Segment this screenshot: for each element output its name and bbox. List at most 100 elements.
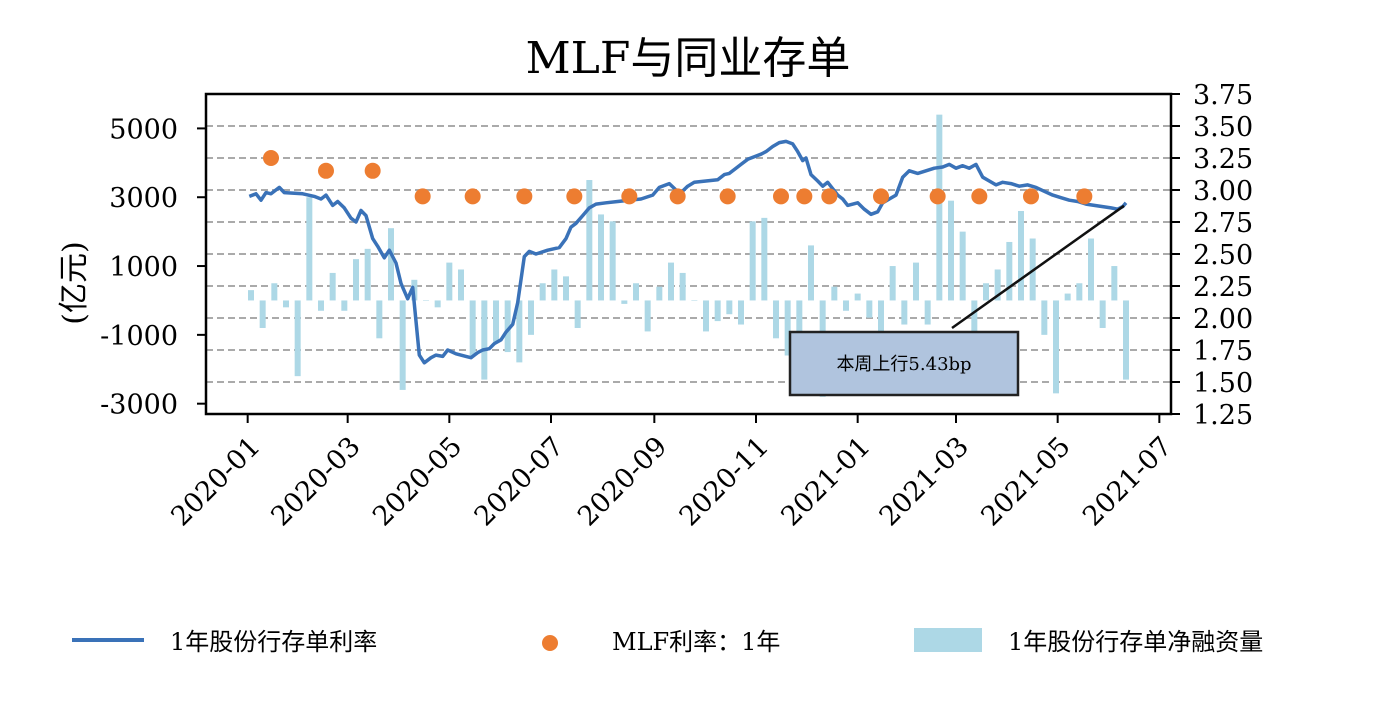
- x-tick-label: 2020-05: [367, 431, 468, 532]
- bar: [924, 300, 931, 325]
- bar: [1053, 300, 1059, 394]
- bar: [749, 221, 756, 301]
- left-tick-label: -1000: [100, 321, 178, 352]
- bar: [1123, 300, 1129, 380]
- bar: [913, 262, 919, 301]
- annotation-arrow: [951, 204, 1125, 330]
- bar: [679, 272, 686, 301]
- bar: [983, 283, 989, 301]
- left-axis: 5000 3000 1000 -1000 -3000: [100, 114, 206, 421]
- mlf-dot: [621, 188, 638, 205]
- bar: [574, 300, 581, 328]
- x-tick-label: 2021-03: [874, 431, 975, 532]
- bar: [469, 300, 476, 356]
- bar: [353, 259, 359, 301]
- x-tick-label: 2020-03: [265, 431, 366, 532]
- annotation-box: [788, 330, 1020, 397]
- bar: [1088, 238, 1094, 301]
- mlf-dot: [929, 188, 946, 205]
- bar: [376, 300, 383, 339]
- bar: [423, 300, 429, 301]
- mlf-dot: [364, 162, 381, 179]
- bar: [1041, 300, 1048, 335]
- bar: [796, 300, 803, 353]
- mlf-dot: [516, 188, 533, 205]
- bar: [843, 300, 849, 311]
- bar: [1018, 210, 1024, 301]
- bar: [703, 300, 709, 332]
- bar: [399, 300, 406, 390]
- mlf-dot: [1023, 188, 1039, 205]
- right-tick-label: 1.75: [1193, 336, 1253, 367]
- bar: [586, 180, 593, 301]
- bar: [773, 300, 779, 339]
- right-tick-label: 3.00: [1193, 176, 1253, 207]
- bar: [668, 262, 674, 301]
- bar: [761, 217, 768, 301]
- bar: [691, 300, 698, 301]
- x-tick-label: 2021-05: [975, 431, 1076, 532]
- bar: [1006, 241, 1013, 301]
- bar: [341, 300, 348, 311]
- legend-bar-label: 1年股份行存单净融资量: [1008, 628, 1263, 656]
- bar: [994, 269, 1001, 301]
- bar: [738, 300, 744, 325]
- bar: [458, 269, 464, 301]
- grid-lines: [206, 125, 1171, 383]
- bar: [306, 197, 313, 301]
- legend-dot-swatch: [542, 635, 558, 651]
- bar: [726, 300, 733, 315]
- bar: [901, 300, 908, 325]
- bar: [784, 300, 791, 356]
- bar: [539, 283, 546, 301]
- right-tick-label: 1.25: [1193, 400, 1253, 431]
- right-tick-label: 2.50: [1193, 240, 1253, 271]
- mlf-dot: [318, 162, 334, 179]
- right-tick-label: 3.50: [1193, 112, 1253, 143]
- bar: [434, 300, 441, 308]
- right-tick-label: 2.75: [1193, 208, 1253, 239]
- bar: [831, 286, 838, 301]
- legend: 1年股份行存单利率 MLF利率：1年 1年股份行存单净融资量: [72, 628, 1263, 656]
- bar: [936, 114, 943, 301]
- bar: [271, 283, 278, 301]
- bar: [294, 300, 301, 377]
- mlf-dot: [566, 188, 583, 205]
- right-axis: 3.753.503.253.002.752.502.252.001.751.50…: [1171, 80, 1253, 431]
- mlf-dot: [669, 188, 686, 205]
- bar: [644, 300, 651, 332]
- legend-bar-swatch: [914, 628, 982, 652]
- mlf-dot: [773, 188, 789, 205]
- left-tick-label: 3000: [109, 183, 178, 214]
- dot-series: [263, 150, 1093, 205]
- bar: [1111, 266, 1118, 301]
- annotation: 本周上行5.43bp: [788, 204, 1125, 397]
- bar: [808, 245, 814, 301]
- right-tick-label: 2.25: [1193, 272, 1253, 303]
- bar: [948, 200, 954, 301]
- bar: [318, 300, 324, 311]
- mlf-dot: [821, 188, 838, 205]
- bar: [364, 248, 371, 301]
- bar: [563, 276, 569, 301]
- left-tick-label: -3000: [100, 390, 178, 421]
- left-tick-label: 5000: [109, 114, 178, 145]
- bar: [1099, 300, 1106, 328]
- bar: [656, 286, 663, 301]
- bar: [248, 290, 254, 301]
- mlf-dot: [971, 188, 988, 205]
- bar: [1076, 283, 1083, 301]
- annotation-text: 本周上行5.43bp: [836, 354, 971, 375]
- bar: [329, 272, 336, 301]
- x-tick-label: 2020-09: [572, 431, 673, 532]
- x-tick-label: 2020-11: [674, 431, 775, 532]
- bar: [388, 228, 394, 301]
- bar: [1064, 293, 1071, 301]
- bar: [959, 231, 966, 301]
- bar: [866, 300, 873, 318]
- bar: [598, 214, 604, 301]
- bar: [481, 300, 488, 380]
- left-tick-label: 1000: [109, 252, 178, 283]
